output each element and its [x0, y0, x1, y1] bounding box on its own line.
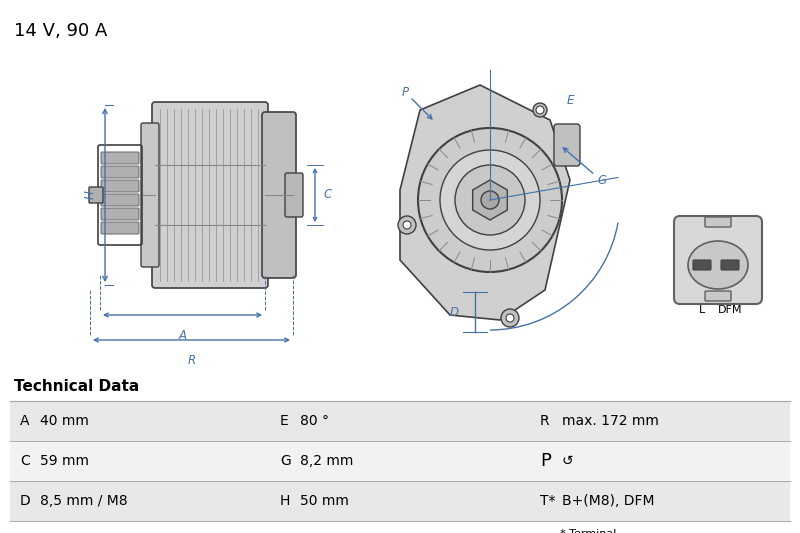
Text: 8,5 mm / M8: 8,5 mm / M8 — [40, 494, 128, 508]
Text: max. 172 mm: max. 172 mm — [562, 414, 659, 428]
Text: C: C — [323, 189, 331, 201]
Circle shape — [398, 216, 416, 234]
FancyBboxPatch shape — [674, 216, 762, 304]
Circle shape — [418, 128, 562, 272]
Text: E: E — [566, 93, 574, 107]
Text: R: R — [187, 354, 195, 367]
Text: 59 mm: 59 mm — [40, 454, 89, 468]
Bar — [10, 481, 790, 521]
Text: T*: T* — [540, 494, 555, 508]
Text: P: P — [540, 452, 551, 470]
Text: D: D — [450, 305, 459, 319]
Text: 80 °: 80 ° — [300, 414, 329, 428]
FancyBboxPatch shape — [101, 194, 139, 206]
FancyBboxPatch shape — [89, 187, 103, 203]
Text: H: H — [280, 494, 290, 508]
FancyBboxPatch shape — [262, 112, 296, 278]
Circle shape — [536, 106, 544, 114]
FancyBboxPatch shape — [141, 123, 159, 267]
Text: A: A — [20, 414, 30, 428]
Text: 50 mm: 50 mm — [300, 494, 349, 508]
Circle shape — [403, 221, 411, 229]
Text: G: G — [598, 174, 606, 188]
Text: DFM: DFM — [718, 305, 742, 315]
Text: Technical Data: Technical Data — [14, 379, 139, 394]
FancyBboxPatch shape — [693, 260, 711, 270]
Text: R: R — [540, 414, 550, 428]
Circle shape — [533, 103, 547, 117]
FancyBboxPatch shape — [101, 208, 139, 220]
Text: 14 V, 90 A: 14 V, 90 A — [14, 22, 107, 40]
FancyBboxPatch shape — [152, 102, 268, 288]
Polygon shape — [400, 85, 570, 320]
Text: 40 mm: 40 mm — [40, 414, 89, 428]
Text: D: D — [20, 494, 30, 508]
Text: E: E — [280, 414, 289, 428]
Text: B+(M8), DFM: B+(M8), DFM — [562, 494, 654, 508]
FancyBboxPatch shape — [101, 180, 139, 192]
Circle shape — [481, 191, 499, 209]
Circle shape — [455, 165, 525, 235]
Polygon shape — [473, 180, 507, 220]
FancyBboxPatch shape — [285, 173, 303, 217]
FancyBboxPatch shape — [101, 222, 139, 234]
FancyBboxPatch shape — [705, 217, 731, 227]
Circle shape — [501, 309, 519, 327]
Bar — [10, 401, 790, 441]
Text: C: C — [20, 454, 30, 468]
Text: G: G — [280, 454, 290, 468]
FancyBboxPatch shape — [101, 166, 139, 178]
Text: ↺: ↺ — [562, 454, 574, 468]
Circle shape — [506, 314, 514, 322]
Text: * Terminal: * Terminal — [560, 529, 616, 533]
FancyBboxPatch shape — [554, 124, 580, 166]
Text: A: A — [178, 329, 186, 342]
FancyBboxPatch shape — [721, 260, 739, 270]
FancyBboxPatch shape — [705, 291, 731, 301]
Bar — [10, 441, 790, 481]
Circle shape — [440, 150, 540, 250]
Text: P: P — [402, 85, 409, 99]
Text: L: L — [699, 305, 705, 315]
Text: H: H — [84, 191, 97, 199]
FancyBboxPatch shape — [101, 152, 139, 164]
Ellipse shape — [688, 241, 748, 289]
Text: 8,2 mm: 8,2 mm — [300, 454, 354, 468]
